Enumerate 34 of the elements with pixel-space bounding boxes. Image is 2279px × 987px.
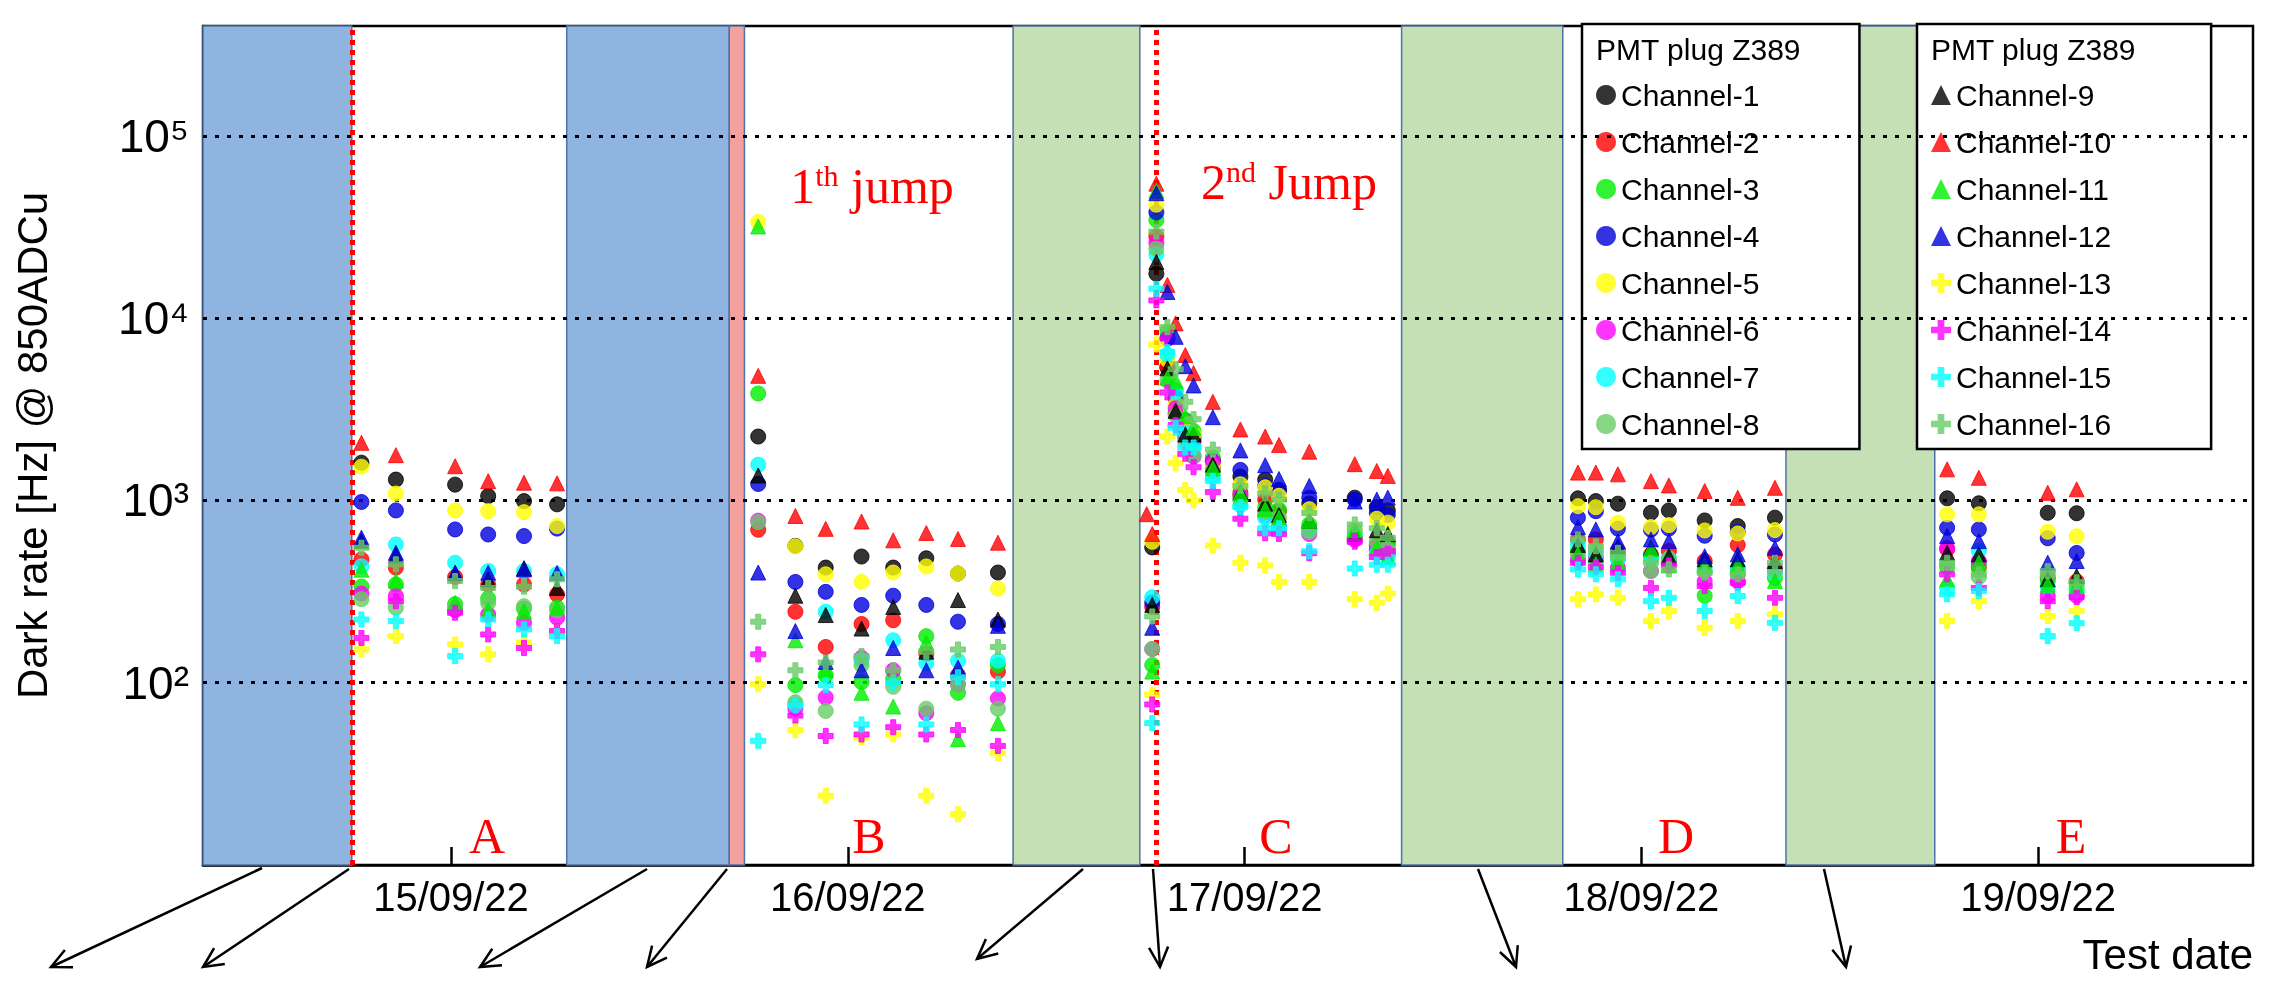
legend-label: Channel-1 <box>1621 78 1760 112</box>
legend-label: Channel-16 <box>1956 407 2112 441</box>
legend-label: Channel-11 <box>1956 172 2109 206</box>
x-tick-label: 19/09/22 <box>1960 875 2116 919</box>
y-axis-title: Dark rate [Hz] @ 850ADCu <box>8 191 56 700</box>
annotation: E <box>2055 808 2087 864</box>
legend-label: Channel-10 <box>1956 125 2112 159</box>
legend-label: Channel-6 <box>1621 313 1760 347</box>
annotation: B <box>852 808 886 864</box>
x-tick-label: 18/09/22 <box>1563 875 1720 919</box>
x-tick-label: 16/09/22 <box>769 875 926 919</box>
x-axis-title: Test date <box>2082 930 2253 978</box>
legend-label: Channel-3 <box>1621 172 1760 206</box>
x-tick-label: 15/09/22 <box>373 875 529 919</box>
annotation: A <box>468 808 506 864</box>
text: PMT plug Z389 <box>1931 32 2136 66</box>
y-tick-label: 10⁴ <box>118 292 189 345</box>
legend-label: Channel-4 <box>1621 219 1760 253</box>
annotation: D <box>1657 808 1695 864</box>
legend-label: Channel-13 <box>1956 266 2112 300</box>
legend-title: PMT plug Z389 <box>1596 32 1801 66</box>
legend-label: Channel-5 <box>1621 266 1760 300</box>
legend-label: Channel-2 <box>1621 125 1760 159</box>
legend-label: Channel-15 <box>1956 360 2112 394</box>
legend-label: Channel-7 <box>1621 360 1760 394</box>
annotation: C <box>1259 808 1293 864</box>
legend-label: Channel-9 <box>1956 78 2095 112</box>
x-tick-label: 17/09/22 <box>1166 875 1323 919</box>
legend-label: Channel-8 <box>1621 407 1760 441</box>
y-tick-label: 10⁵ <box>118 109 189 162</box>
legend-label: Channel-14 <box>1956 313 2112 347</box>
legend-label: Channel-12 <box>1956 219 2112 253</box>
y-tick-label: 10³ <box>122 474 189 527</box>
y-tick-label: 10² <box>122 656 189 709</box>
